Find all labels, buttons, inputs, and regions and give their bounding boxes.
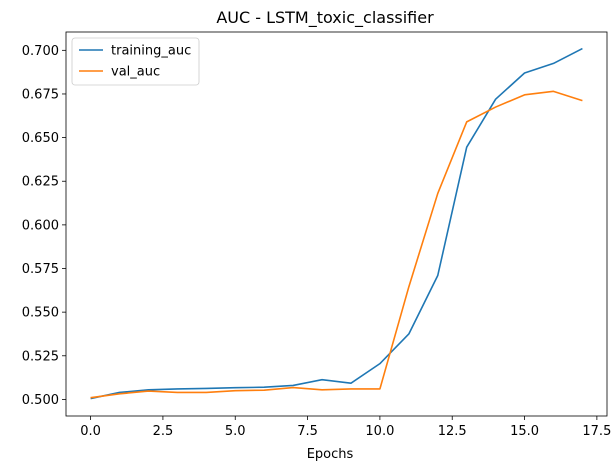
y-tick-label: 0.550: [22, 306, 59, 321]
legend: training_auc val_auc: [71, 37, 200, 86]
y-axis: 0.500 0.525 0.550 0.575 0.600 0.625 0.650 0.675…: [22, 44, 66, 408]
legend-box: [71, 37, 200, 86]
x-tick-label: 2.5: [153, 424, 174, 439]
x-tick-label: 10.0: [365, 424, 394, 439]
chart-title: AUC - LSTM_toxic_classifier: [216, 8, 434, 28]
y-tick-label: 0.525: [22, 349, 59, 364]
x-tick-label: 15.0: [510, 424, 539, 439]
y-tick-label: 0.500: [22, 393, 59, 408]
x-tick-label: 17.5: [582, 424, 611, 439]
y-tick-label: 0.625: [22, 175, 59, 190]
x-tick-label: 0.0: [80, 424, 101, 439]
y-tick-label: 0.700: [22, 44, 59, 59]
x-axis: 0.0 2.5 5.0 7.5 10.0 12.5 15.0 17.5: [80, 416, 611, 439]
y-tick-label: 0.675: [22, 87, 59, 102]
legend-label: val_auc: [111, 65, 160, 80]
series-line-val-auc: [90, 90, 583, 399]
plot-area: [65, 31, 608, 417]
y-tick-label: 0.575: [22, 262, 59, 277]
series-group: [90, 47, 583, 400]
y-tick-label: 0.600: [22, 218, 59, 233]
x-tick-label: 7.5: [297, 424, 318, 439]
y-tick-label: 0.650: [22, 131, 59, 146]
legend-label: training_auc: [111, 44, 191, 59]
x-tick-label: 12.5: [438, 424, 467, 439]
x-tick-label: 5.0: [225, 424, 246, 439]
plot-frame: [65, 31, 608, 417]
series-line-training-auc: [90, 47, 583, 400]
x-axis-label: Epochs: [307, 447, 354, 462]
